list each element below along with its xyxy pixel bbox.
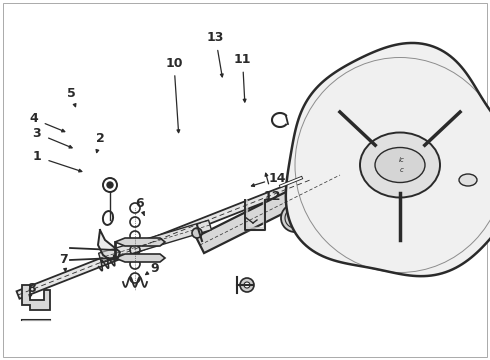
Text: 6: 6 <box>135 197 144 210</box>
Polygon shape <box>22 285 50 310</box>
Text: 10: 10 <box>165 57 183 69</box>
Ellipse shape <box>459 174 477 186</box>
Text: 8: 8 <box>27 282 36 294</box>
Circle shape <box>107 182 113 188</box>
FancyBboxPatch shape <box>299 167 331 189</box>
Polygon shape <box>17 176 312 299</box>
Ellipse shape <box>360 132 440 198</box>
Polygon shape <box>98 220 212 263</box>
Text: 4: 4 <box>29 112 38 125</box>
Circle shape <box>316 174 324 182</box>
Text: 13: 13 <box>207 31 224 44</box>
Circle shape <box>318 193 362 237</box>
Polygon shape <box>115 254 165 262</box>
Text: ic: ic <box>399 157 405 163</box>
Polygon shape <box>115 238 165 246</box>
Text: 3: 3 <box>32 127 41 140</box>
Text: 9: 9 <box>150 262 159 275</box>
Polygon shape <box>98 230 120 260</box>
Polygon shape <box>245 200 265 230</box>
Text: 14: 14 <box>268 172 286 185</box>
Text: 1: 1 <box>32 150 41 163</box>
Text: 2: 2 <box>96 132 105 145</box>
Circle shape <box>240 278 254 292</box>
Text: 7: 7 <box>59 253 68 266</box>
Polygon shape <box>286 43 490 276</box>
Circle shape <box>192 228 202 238</box>
Text: 12: 12 <box>263 190 281 203</box>
Circle shape <box>281 204 309 232</box>
Polygon shape <box>196 167 344 253</box>
Circle shape <box>244 282 250 288</box>
Text: 11: 11 <box>234 53 251 66</box>
Text: 5: 5 <box>67 87 75 100</box>
Ellipse shape <box>375 148 425 183</box>
Text: c: c <box>400 167 404 173</box>
